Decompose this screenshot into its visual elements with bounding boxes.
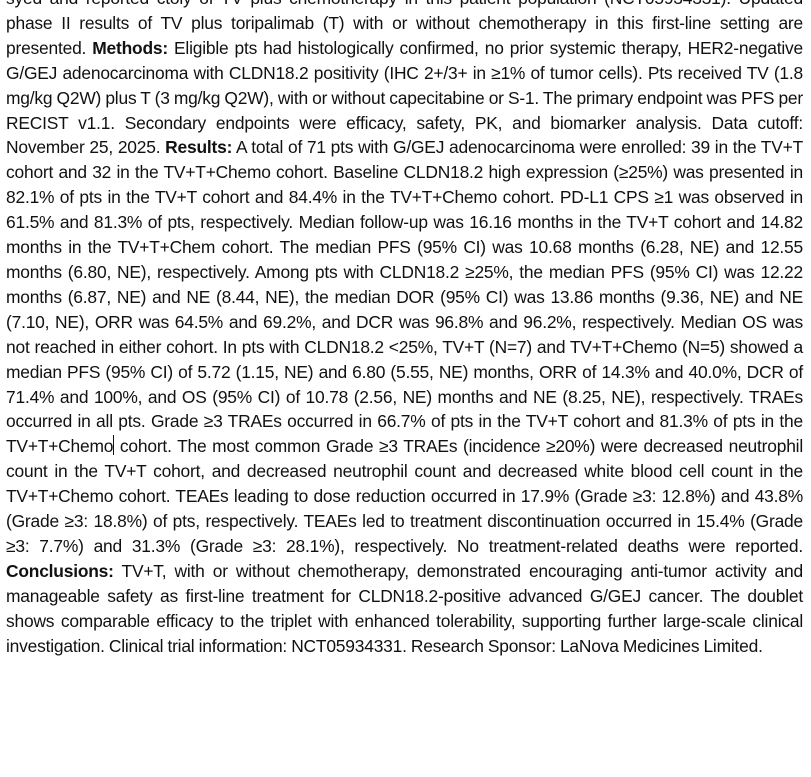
abstract-text: syed and reported ctoiy of TV plus chemo… <box>6 0 803 658</box>
intro-cut-line: syed and reported ctoiy of TV plus chemo… <box>6 0 731 8</box>
trial-info: Clinical trial information: NCT05934331.… <box>108 635 763 656</box>
methods-label: Methods: <box>92 37 168 58</box>
results-label: Results: <box>165 137 233 158</box>
background-text: Updated phase II results of TV plus tori… <box>6 0 803 58</box>
conclusions-label: Conclusions: <box>6 560 114 581</box>
text-cursor <box>113 435 115 456</box>
abstract-paragraph: syed and reported ctoiy of TV plus chemo… <box>6 0 803 658</box>
results-text-part-a: A total of 71 pts with G/GEJ adenocarcin… <box>6 137 803 457</box>
methods-text: Eligible pts had histologically confirme… <box>6 37 803 158</box>
results-text-part-b: cohort. The most common Grade ≥3 TRAEs (… <box>6 436 803 556</box>
conclusions-text: TV+T, with or without chemotherapy, demo… <box>6 560 803 656</box>
